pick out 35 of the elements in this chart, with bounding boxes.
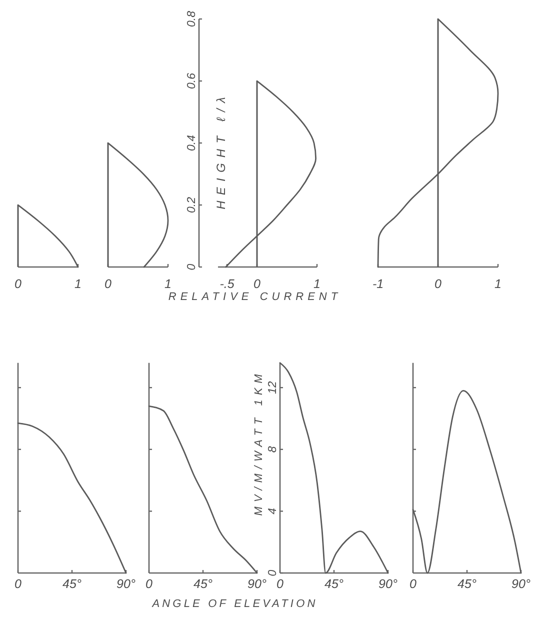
x-tick-label: 1 (314, 277, 320, 291)
x-axis-title: ANGLE OF ELEVATION (151, 598, 318, 610)
x-tick-label: 90° (378, 577, 398, 591)
x-tick-label: 45° (458, 577, 476, 591)
x-tick-label: 90° (248, 577, 266, 591)
y-axis-title: MV/M/WATT 1KM (253, 370, 265, 516)
x-tick-label: 0 (104, 277, 112, 291)
x-tick-label: 1 (74, 277, 82, 291)
x-tick-label: 0 (254, 277, 261, 291)
y-tick-label: 4 (267, 508, 279, 514)
x-tick-label: 90° (512, 577, 530, 591)
line-series (279, 362, 389, 574)
x-tick-label: 45° (62, 577, 82, 591)
y-tick-label: 0 (186, 263, 198, 270)
x-tick-label: 0 (146, 577, 153, 591)
x-tick-label: 45° (324, 577, 344, 591)
x-tick-label: 1 (494, 277, 502, 291)
y-axis-title: HEIGHT ℓ/λ (214, 92, 228, 210)
x-tick-label: 1 (164, 277, 172, 291)
x-tick-label: 0 (434, 277, 442, 291)
y-tick-label: 12 (267, 380, 279, 394)
x-axis-title: RELATIVE CURRENT (168, 291, 342, 303)
x-tick-label: 90° (116, 577, 136, 591)
x-tick-label: 0 (14, 277, 22, 291)
x-tick-label: 0 (14, 577, 22, 591)
y-tick-label: 0.8 (186, 10, 198, 27)
y-tick-label: 0 (267, 569, 279, 576)
y-tick-label: 0.4 (186, 135, 198, 151)
y-tick-label: 8 (267, 446, 279, 453)
x-tick-label: 0 (410, 577, 417, 591)
x-tick-label: 45° (194, 577, 212, 591)
y-tick-label: 0.2 (186, 196, 198, 213)
x-tick-label: -.5 (220, 277, 234, 291)
y-tick-label: 0.6 (186, 72, 198, 89)
x-tick-label: -1 (372, 277, 384, 291)
